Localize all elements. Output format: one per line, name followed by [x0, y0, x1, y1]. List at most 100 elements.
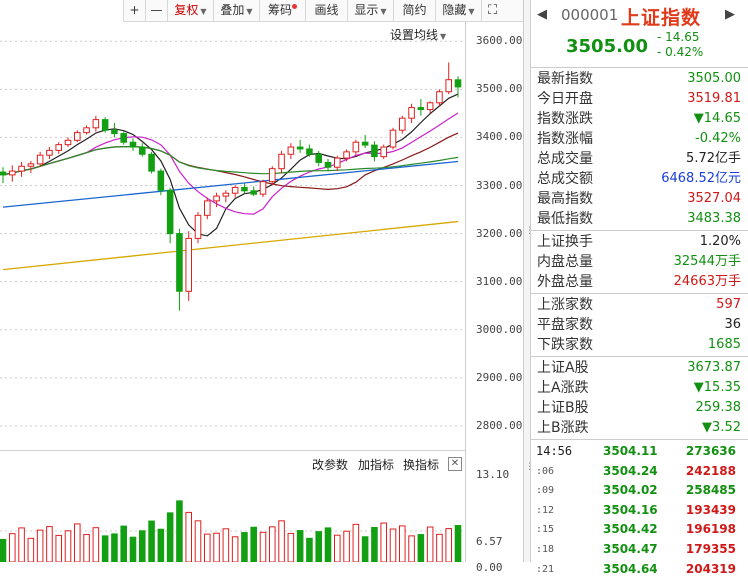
candlestick[interactable]: [194, 211, 202, 244]
volume-bar[interactable]: [83, 534, 90, 562]
drag-handle-icon[interactable]: ⋮: [525, 462, 534, 472]
add-indicator-button[interactable]: 加指标: [358, 458, 395, 472]
candlestick[interactable]: [27, 160, 35, 174]
volume-bar[interactable]: [259, 531, 267, 562]
volume-bar[interactable]: [194, 520, 202, 562]
candlestick[interactable]: [426, 101, 434, 114]
volume-bar[interactable]: [343, 530, 350, 562]
volume-bar[interactable]: [111, 533, 118, 562]
volume-bar[interactable]: [148, 520, 155, 562]
candlestick[interactable]: [380, 144, 387, 160]
volume-bar[interactable]: [269, 526, 276, 562]
hide-dropdown[interactable]: 隐藏 ▼: [435, 0, 481, 22]
volume-bar[interactable]: [157, 528, 165, 562]
candlestick[interactable]: [343, 149, 350, 162]
candlestick[interactable]: [213, 192, 220, 208]
chips-button[interactable]: 筹码: [259, 0, 305, 22]
candlestick[interactable]: [278, 150, 285, 174]
candlestick[interactable]: [454, 76, 462, 98]
volume-bar[interactable]: [92, 527, 100, 562]
volume-bar[interactable]: [250, 526, 258, 562]
panel-splitter[interactable]: ⋮ ⋮: [523, 0, 534, 562]
ma-settings-button[interactable]: 设置均线 ▼: [390, 26, 446, 43]
candlestick[interactable]: [18, 161, 25, 177]
price-plot[interactable]: [0, 22, 465, 450]
candlestick[interactable]: [399, 115, 406, 134]
candlestick[interactable]: [222, 190, 230, 203]
candlestick[interactable]: [334, 155, 341, 172]
tick-row[interactable]: :12 3504.16 193439: [531, 501, 748, 521]
volume-bar[interactable]: [55, 534, 62, 562]
simple-mode-button[interactable]: 简约: [393, 0, 435, 22]
change-params-button[interactable]: 改参数: [312, 458, 349, 472]
volume-bar[interactable]: [129, 536, 137, 562]
candlestick[interactable]: [111, 122, 118, 138]
candlestick[interactable]: [36, 151, 44, 167]
volume-bar[interactable]: [176, 500, 183, 562]
volume-bar[interactable]: [454, 525, 462, 562]
candlestick[interactable]: [436, 89, 443, 107]
volume-bar[interactable]: [306, 537, 313, 562]
volume-bar[interactable]: [426, 526, 434, 562]
volume-bar[interactable]: [166, 512, 174, 562]
fullscreen-icon[interactable]: ⛶: [481, 0, 503, 22]
candlestick[interactable]: [176, 228, 183, 311]
volume-bar[interactable]: [361, 536, 369, 562]
volume-bar[interactable]: [120, 525, 128, 562]
tick-row[interactable]: :15 3504.42 196198: [531, 520, 748, 540]
volume-bar[interactable]: [222, 528, 230, 562]
candlestick[interactable]: [120, 131, 128, 145]
candlestick[interactable]: [148, 151, 155, 174]
volume-bar[interactable]: [278, 520, 285, 562]
candlestick[interactable]: [259, 179, 267, 198]
volume-bar[interactable]: [334, 534, 341, 562]
volume-bar[interactable]: [213, 532, 220, 562]
volume-bar[interactable]: [436, 533, 443, 562]
volume-bar[interactable]: [315, 531, 322, 562]
volume-bar[interactable]: [445, 528, 452, 562]
candlestick[interactable]: [389, 127, 397, 150]
candlestick[interactable]: [157, 168, 165, 196]
display-dropdown[interactable]: 显示 ▼: [347, 0, 393, 22]
volume-bar[interactable]: [36, 529, 44, 562]
candlestick[interactable]: [306, 144, 313, 157]
candlestick[interactable]: [269, 166, 276, 186]
volume-bar[interactable]: [352, 523, 360, 562]
candlestick[interactable]: [101, 117, 109, 133]
candlestick[interactable]: [296, 139, 304, 153]
close-icon[interactable]: ✕: [448, 457, 462, 471]
candlestick[interactable]: [74, 130, 81, 143]
volume-bar[interactable]: [417, 534, 425, 562]
volume-bar[interactable]: [324, 527, 332, 562]
adjust-dropdown[interactable]: 复权 ▼: [167, 0, 213, 22]
candlestick[interactable]: [166, 187, 174, 244]
volume-bar[interactable]: [231, 536, 239, 562]
candlestick[interactable]: [361, 135, 369, 148]
next-stock-icon[interactable]: ▶: [725, 7, 735, 22]
volume-bar[interactable]: [74, 523, 81, 562]
volume-bar[interactable]: [139, 530, 146, 562]
candlestick[interactable]: [64, 137, 72, 148]
tick-row[interactable]: :18 3504.47 179355: [531, 540, 748, 560]
candlestick[interactable]: [231, 185, 239, 198]
candlestick[interactable]: [250, 186, 258, 197]
candlestick[interactable]: [417, 98, 425, 116]
candlestick[interactable]: [129, 138, 137, 151]
candlestick[interactable]: [46, 147, 53, 160]
candlestick[interactable]: [324, 159, 332, 172]
zoom-out-button[interactable]: —: [145, 0, 167, 22]
candlestick[interactable]: [371, 141, 378, 162]
previous-stock-icon[interactable]: ◀: [537, 7, 547, 22]
volume-bar[interactable]: [389, 528, 397, 562]
switch-indicator-button[interactable]: 换指标: [403, 458, 440, 472]
volume-bar[interactable]: [204, 533, 211, 562]
candlestick[interactable]: [204, 197, 211, 220]
candlestick[interactable]: [185, 231, 193, 301]
candlestick[interactable]: [408, 103, 415, 123]
candlestick[interactable]: [83, 125, 90, 135]
volume-bar[interactable]: [380, 522, 387, 562]
volume-bar[interactable]: [18, 527, 25, 562]
candlestick[interactable]: [352, 139, 360, 156]
kline-chart-area[interactable]: + — 复权 ▼ 叠加 ▼ 筹码 画线 显示 ▼ 简约 隐藏 ▼ ⛶ 设置均线 ▼ 360…: [0, 0, 523, 574]
candlestick[interactable]: [0, 167, 7, 184]
